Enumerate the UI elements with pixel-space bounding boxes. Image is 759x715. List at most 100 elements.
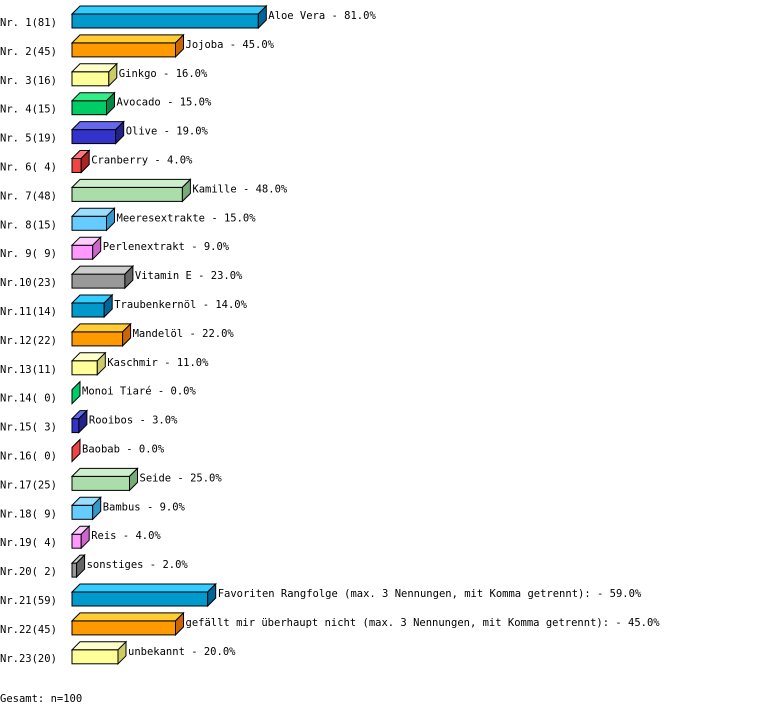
bar-row: Nr.10(23) Vitamin E - 23.0% [0,264,243,290]
bar-front [71,360,98,376]
bar-row: Nr.19( 4) Reis - 4.0% [0,524,161,550]
bar-row: Nr.13(11) Kaschmir - 11.0% [0,351,209,377]
bar-side [106,91,115,116]
bar-row: Nr.23(20) unbekannt - 20.0% [0,640,236,666]
bar-front [71,475,130,491]
bar-front [71,215,107,231]
bar-side [207,582,217,608]
bar-front [71,129,117,145]
bar-top [70,5,268,15]
category-label: Nr.22(45) [0,624,57,636]
footer-total: Gesamt: n=100 [0,693,82,705]
bar-top [70,583,217,593]
data-label: unbekannt - 20.0% [128,646,236,658]
bar-top [70,612,185,622]
bar-row: Nr. 2(45) Jojoba - 45.0% [0,33,275,59]
bar-side [115,120,125,145]
bar-side [71,380,81,405]
data-label: Meeresextrakte - 15.0% [117,212,257,224]
category-label: Nr.17(25) [0,479,57,491]
bar-side [175,33,184,59]
bar-row: Nr. 4(15) Avocado - 15.0% [0,91,213,116]
bar-side [108,62,118,88]
category-label: Nr. 2(45) [0,46,57,58]
bar-row: Nr.22(45) gefällt mir überhaupt nicht (ma… [0,611,661,637]
category-label: Nr.13(11) [0,364,57,376]
category-label: Nr.23(20) [0,653,57,665]
bar-front [71,42,176,58]
bar-row: Nr. 7(48) Kamille - 48.0% [0,178,288,203]
category-label: Nr.18( 9) [0,508,57,520]
bar-front [71,273,126,289]
data-label: Perlenextrakt - 9.0% [103,241,230,253]
bar-side [175,611,184,637]
bar-side [181,178,191,203]
data-label: Baobab - 0.0% [82,444,165,456]
category-label: Nr.11(14) [0,306,57,318]
data-label: Cranberry - 4.0% [91,155,193,167]
bar-side [78,409,88,434]
bar-side [129,467,138,492]
bar-front [71,504,94,520]
bar-row: Nr. 9( 9) Perlenextrakt - 9.0% [0,235,230,261]
bar-side [80,149,90,174]
bar-front [71,591,209,607]
bar-row: Nr. 8(15) Meeresextrakte - 15.0% [0,207,257,232]
bar-row: Nr.14( 0) Monoi Tiaré - 0.0% [0,380,196,405]
bar-front [71,302,105,318]
data-label: Mandelöl - 22.0% [133,328,235,340]
data-label: Olive - 19.0% [126,126,209,138]
data-label: Ginkgo - 16.0% [119,68,208,80]
bar-front [71,418,80,434]
category-label: Nr. 4(15) [0,104,57,116]
bar-side [257,4,267,30]
category-label: Nr.16( 0) [0,451,57,463]
bar-row: Nr. 5(19) Olive - 19.0% [0,120,209,145]
data-label: sonstiges - 2.0% [87,559,189,571]
bar-front [71,562,78,578]
data-label: Avocado - 15.0% [117,97,213,109]
bar-side [92,496,102,521]
bar-top [70,467,139,477]
category-label: Nr.10(23) [0,277,57,289]
category-label: Nr.19( 4) [0,537,57,549]
bar-front [71,331,124,347]
bar-side [71,438,81,463]
data-label: Rooibos - 3.0% [89,415,178,427]
data-label: Monoi Tiaré - 0.0% [82,386,196,398]
bar-front [71,649,119,665]
bar-side [76,553,86,579]
category-label: Nr.20( 2) [0,566,57,578]
data-label: Reis - 4.0% [91,530,161,542]
bar-side [124,264,134,290]
bar-row: Nr.16( 0) Baobab - 0.0% [0,438,165,463]
bar-side [92,235,102,261]
bar-front [71,620,176,636]
bar-side [117,640,127,666]
bar-row: Nr.15( 3) Rooibos - 3.0% [0,409,178,434]
data-label: Bambus - 9.0% [103,501,186,513]
bar-side [103,293,113,319]
bar-front [71,158,82,173]
category-label: Nr.12(22) [0,335,57,347]
bar-front [71,244,94,260]
data-label: Favoriten Rangfolge (max. 3 Nennungen, m… [218,588,642,600]
bar-side [80,524,90,550]
bar-side [106,207,115,232]
bar-top [70,323,132,333]
category-label: Nr.21(59) [0,595,57,607]
bar-row: Nr.21(59) Favoriten Rangfolge (max. 3 Nen… [0,582,642,608]
bar-front [71,71,110,87]
bar-row: Nr.12(22) Mandelöl - 22.0% [0,322,235,348]
bar-row: Nr. 1(81) Aloe Vera - 81.0% [0,4,376,30]
bar-row: Nr.11(14) Traubenkernöl - 14.0% [0,293,248,319]
data-label: Vitamin E - 23.0% [135,270,243,282]
bar-side [122,322,132,348]
bar-top [70,178,192,188]
data-label: Traubenkernöl - 14.0% [114,299,247,311]
bar-front [71,186,183,202]
data-label: gefällt mir überhaupt nicht (max. 3 Nenn… [186,617,661,629]
category-label: Nr. 5(19) [0,133,57,145]
bar-row: Nr. 3(16) Ginkgo - 16.0% [0,62,208,88]
bar-top [70,265,135,275]
